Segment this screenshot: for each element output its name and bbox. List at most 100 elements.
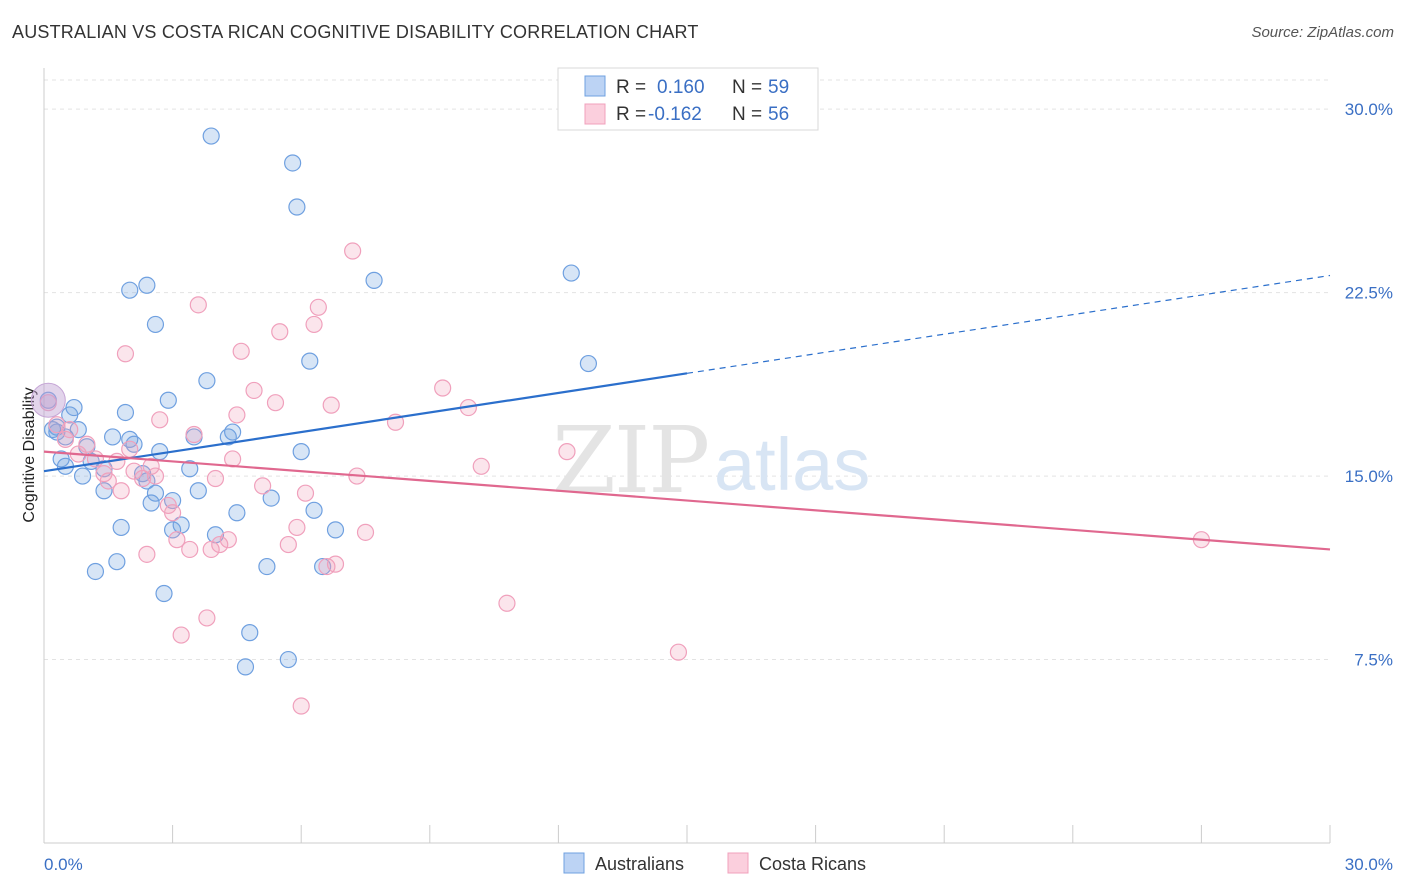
axes xyxy=(43,68,1331,844)
watermark-atlas: atlas xyxy=(714,423,870,506)
data-point xyxy=(146,484,165,502)
stats-r-label-australians: R = xyxy=(616,77,646,98)
data-point xyxy=(562,264,580,282)
stats-legend: R = 0.160 N = 59 R = -0.162 N = 56 xyxy=(557,67,819,131)
data-point xyxy=(172,626,190,644)
data-point xyxy=(65,398,83,417)
data-point xyxy=(305,315,323,334)
data-point xyxy=(254,477,272,495)
trend-line-australians-projection xyxy=(686,274,1331,374)
legend-label-costa-ricans: Costa Ricans xyxy=(759,854,866,874)
source-label: Source: ZipAtlas.com xyxy=(1251,24,1394,41)
data-point xyxy=(121,281,139,299)
chart-title: AUSTRALIAN VS COSTA RICAN COGNITIVE DISA… xyxy=(12,22,699,42)
series-legend: Australians Costa Ricans xyxy=(563,852,866,874)
stats-r-label-costa-ricans: R = xyxy=(616,104,646,125)
data-point xyxy=(326,555,345,573)
stats-r-value-australians: 0.160 xyxy=(657,77,705,98)
data-point xyxy=(159,391,177,409)
data-point xyxy=(669,643,688,661)
data-point xyxy=(133,469,152,488)
data-points xyxy=(30,127,1211,715)
data-point xyxy=(434,379,452,397)
data-point xyxy=(232,342,250,360)
data-point xyxy=(103,428,122,446)
data-point xyxy=(498,594,516,612)
data-point xyxy=(279,535,297,554)
stats-n-value-australians: 59 xyxy=(768,77,789,98)
data-point xyxy=(146,315,165,334)
legend-label-australians: Australians xyxy=(595,854,684,874)
data-point xyxy=(202,127,220,145)
data-point xyxy=(146,467,165,485)
data-point xyxy=(198,372,216,390)
data-point xyxy=(164,504,182,522)
trend-lines xyxy=(43,274,1331,551)
data-point xyxy=(138,545,156,563)
x-tick-label-min: 0.0% xyxy=(44,855,83,874)
data-point xyxy=(138,276,156,294)
data-point xyxy=(99,472,117,490)
data-point-cluster xyxy=(30,382,66,418)
x-tick-label-max: 30.0% xyxy=(1345,855,1393,874)
data-point xyxy=(314,557,332,576)
data-point xyxy=(116,345,135,363)
stats-n-value-costa-ricans: 56 xyxy=(768,104,789,125)
data-point xyxy=(356,523,375,541)
y-tick-label: 30.0% xyxy=(1345,100,1393,119)
y-axis-title: Cognitive Disability xyxy=(21,387,38,522)
data-point xyxy=(164,521,182,539)
data-point xyxy=(73,467,92,485)
data-point xyxy=(211,535,229,554)
legend-swatch-australians xyxy=(563,852,585,874)
data-point xyxy=(228,406,246,424)
data-point xyxy=(271,323,289,341)
data-point xyxy=(56,430,75,448)
data-point xyxy=(558,443,576,461)
data-point xyxy=(189,296,207,314)
data-point xyxy=(245,381,263,400)
data-point xyxy=(181,540,199,559)
data-point xyxy=(296,484,315,502)
data-point xyxy=(344,242,362,260)
series-australians-points xyxy=(39,127,598,676)
data-point xyxy=(78,435,96,453)
gridlines xyxy=(44,79,1330,661)
data-point xyxy=(112,482,130,500)
data-point xyxy=(112,518,130,537)
stats-n-label-costa-ricans: N = xyxy=(732,104,762,125)
data-point xyxy=(142,494,160,512)
stats-legend-swatch-costa-ricans xyxy=(584,103,606,125)
data-point xyxy=(258,557,276,576)
y-tick-label: 7.5% xyxy=(1354,651,1393,670)
trend-line-australians xyxy=(43,372,688,473)
data-point xyxy=(322,396,340,414)
data-point xyxy=(202,540,220,559)
data-point xyxy=(219,531,237,549)
data-point xyxy=(266,394,285,412)
data-point xyxy=(95,482,113,500)
legend-swatch-costa-ricans xyxy=(727,852,749,874)
data-point xyxy=(284,154,302,172)
data-point xyxy=(121,440,139,458)
data-point xyxy=(189,482,207,500)
data-point xyxy=(86,562,105,581)
data-point xyxy=(292,697,310,715)
data-point xyxy=(241,624,259,642)
y-tick-label: 22.5% xyxy=(1345,284,1393,303)
data-point xyxy=(61,421,79,439)
data-point xyxy=(292,443,310,461)
data-point xyxy=(472,457,490,475)
data-point xyxy=(305,501,323,519)
data-point xyxy=(579,354,598,373)
data-point xyxy=(48,416,66,434)
data-point xyxy=(236,658,255,676)
data-point xyxy=(288,518,306,537)
watermark-zip: ZIP xyxy=(552,407,708,514)
data-point xyxy=(151,411,169,429)
stats-r-value-costa-ricans: -0.162 xyxy=(648,104,702,125)
stats-n-label-australians: N = xyxy=(732,77,762,98)
data-point xyxy=(288,198,306,216)
data-point xyxy=(326,521,345,539)
